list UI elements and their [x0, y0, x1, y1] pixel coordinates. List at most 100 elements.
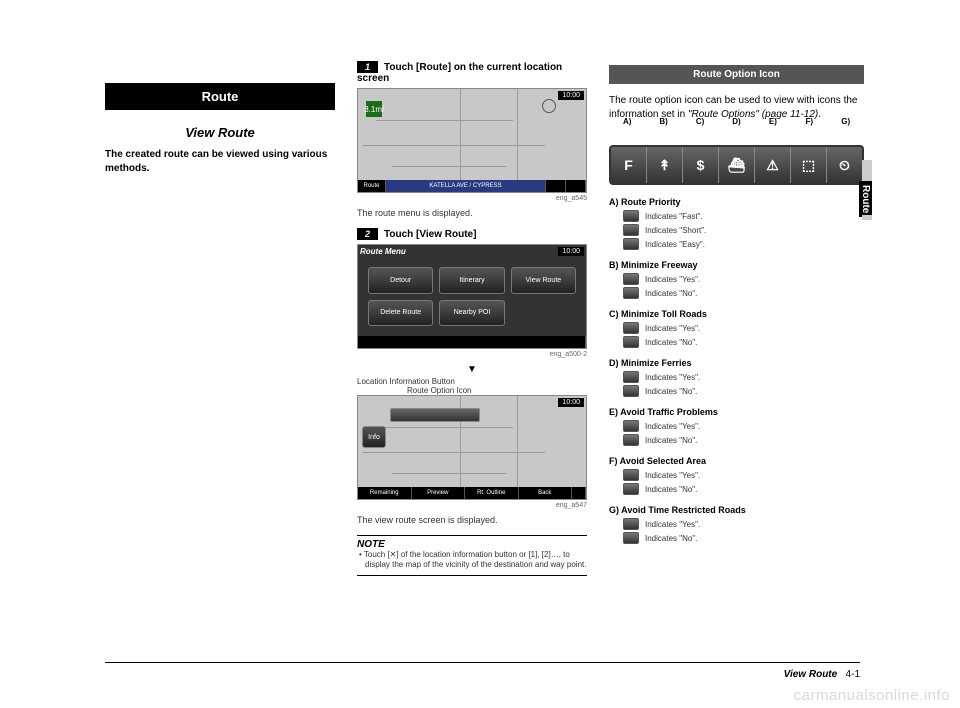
map-segment — [546, 180, 566, 192]
option-row: Indicates "Yes". — [609, 518, 864, 530]
option-text: Indicates "Yes". — [645, 471, 700, 480]
option-heading: G) Avoid Time Restricted Roads — [609, 505, 864, 515]
option-text: Indicates "Yes". — [645, 520, 700, 529]
icon-strip-wrapper: A) B) C) D) E) F) G) F ↟ $ ⛴ ⚠ ⬚ ⏲ — [609, 131, 864, 185]
option-f: F) Avoid Selected Area Indicates "Yes". … — [609, 456, 864, 495]
label-g: G) — [828, 117, 864, 126]
option-row: Indicates "No". — [609, 287, 864, 299]
compass-icon — [542, 99, 556, 113]
screenshot-view-route: 10:00 Info Remaining Preview Rt. Outline… — [357, 395, 587, 500]
option-text: Indicates "Yes". — [645, 422, 700, 431]
footer-title: View Route — [784, 669, 838, 680]
option-text: Indicates "No". — [645, 534, 697, 543]
clock-label: 10:00 — [558, 91, 584, 100]
info-button: Info — [362, 426, 386, 448]
screenshot-route-menu: Route Menu 10:00 Detour Itinerary View R… — [357, 244, 587, 349]
option-icon — [623, 420, 639, 432]
label-e: E) — [755, 117, 791, 126]
option-heading: D) Minimize Ferries — [609, 358, 864, 368]
option-text: Indicates "No". — [645, 289, 697, 298]
option-text: Indicates "Yes". — [645, 275, 700, 284]
option-icon — [623, 469, 639, 481]
caption-text: The view route screen is displayed. — [357, 515, 587, 525]
label-d: D) — [718, 117, 754, 126]
bar-segment — [358, 336, 586, 348]
option-icon — [623, 385, 639, 397]
step-2-number: 2 — [357, 228, 378, 240]
option-icon — [623, 322, 639, 334]
option-g: G) Avoid Time Restricted Roads Indicates… — [609, 505, 864, 544]
back-button: Back — [519, 487, 573, 499]
side-tab: Route — [859, 181, 872, 217]
option-text: Indicates "No". — [645, 338, 697, 347]
option-heading: E) Avoid Traffic Problems — [609, 407, 864, 417]
option-text: Indicates "Easy". — [645, 240, 705, 249]
menu-title: Route Menu — [360, 247, 406, 256]
note-body: • Touch [✕] of the location information … — [357, 550, 587, 576]
itinerary-button: Itinerary — [439, 267, 504, 294]
option-row: Indicates "Fast". — [609, 210, 864, 222]
menu-bottom-bar — [358, 336, 586, 348]
label-c: C) — [682, 117, 718, 126]
option-row: Indicates "Yes". — [609, 322, 864, 334]
option-text: Indicates "No". — [645, 436, 697, 445]
option-icon — [623, 287, 639, 299]
column-left: Route View Route The created route can b… — [105, 55, 335, 655]
option-icon — [623, 518, 639, 530]
column-right: Route Option Icon The route option icon … — [609, 55, 864, 655]
step-1-number: 1 — [357, 61, 378, 73]
section-title: View Route — [105, 125, 335, 140]
side-tab-spacer — [862, 160, 872, 181]
menu-buttons: Detour Itinerary View Route Delete Route… — [368, 267, 576, 326]
route-option-iconbar — [390, 408, 480, 422]
freeway-icon: ↟ — [647, 147, 683, 183]
icon-label-row: A) B) C) D) E) F) G) — [609, 117, 864, 126]
option-icon — [623, 336, 639, 348]
map-segment — [566, 180, 586, 192]
annotation-route-option: Route Option Icon — [357, 386, 587, 395]
clock-label: 10:00 — [558, 398, 584, 407]
option-heading: C) Minimize Toll Roads — [609, 309, 864, 319]
option-row: Indicates "Yes". — [609, 420, 864, 432]
image-ref: eng_a500-2 — [357, 351, 587, 358]
remaining-button: Remaining — [358, 487, 412, 499]
detour-button: Detour — [368, 267, 433, 294]
preview-button: Preview — [412, 487, 466, 499]
intro-text: The created route can be viewed using va… — [105, 148, 335, 175]
option-heading: F) Avoid Selected Area — [609, 456, 864, 466]
side-tab-spacer — [862, 215, 872, 220]
caption-text: The route menu is displayed. — [357, 208, 587, 218]
option-row: Indicates "No". — [609, 336, 864, 348]
toll-icon: $ — [683, 147, 719, 183]
page-footer: View Route 4-1 — [105, 662, 860, 680]
option-text: Indicates "Fast". — [645, 212, 703, 221]
step-2-text: Touch [View Route] — [384, 229, 476, 240]
step-2: 2 Touch [View Route] — [357, 228, 587, 240]
priority-icon: F — [611, 147, 647, 183]
option-icon — [623, 273, 639, 285]
map-bottom-bar: Route KATELLA AVE / CYPRESS — [358, 180, 586, 192]
route-button: Route — [358, 180, 386, 192]
option-row: Indicates "Short". — [609, 224, 864, 236]
option-icon — [623, 434, 639, 446]
option-text: Indicates "Short". — [645, 226, 706, 235]
image-ref: eng_a547 — [357, 502, 587, 509]
annotation-location-info: Location Information Button — [357, 377, 587, 386]
option-text: Indicates "No". — [645, 387, 697, 396]
option-d: D) Minimize Ferries Indicates "Yes". Ind… — [609, 358, 864, 397]
option-icon — [623, 532, 639, 544]
option-row: Indicates "No". — [609, 483, 864, 495]
street-label: KATELLA AVE / CYPRESS — [386, 180, 546, 192]
note-heading: NOTE — [357, 535, 587, 550]
subsection-bar: Route Option Icon — [609, 65, 864, 84]
option-row: Indicates "Yes". — [609, 469, 864, 481]
option-icon — [623, 224, 639, 236]
step-1: 1Touch [Route] on the current location s… — [357, 61, 587, 84]
option-row: Indicates "Yes". — [609, 273, 864, 285]
option-text: Indicates "No". — [645, 485, 697, 494]
column-middle: 1Touch [Route] on the current location s… — [357, 55, 587, 655]
outline-button: Rt. Outline — [465, 487, 519, 499]
option-icon — [623, 371, 639, 383]
down-triangle-icon: ▼ — [357, 364, 587, 375]
option-row: Indicates "No". — [609, 385, 864, 397]
